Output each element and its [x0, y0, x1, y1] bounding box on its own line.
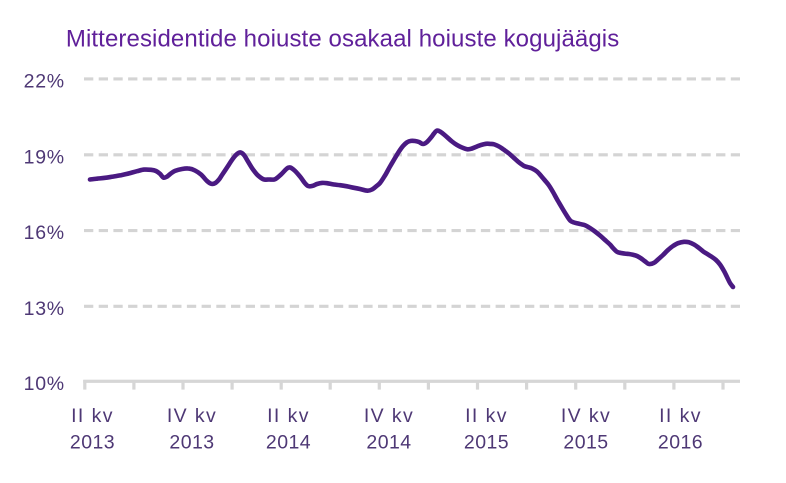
svg-text:10%: 10%	[24, 373, 65, 395]
svg-text:II kv: II kv	[71, 405, 114, 427]
svg-text:19%: 19%	[24, 146, 65, 168]
svg-text:II kv: II kv	[659, 405, 702, 427]
svg-text:IV kv: IV kv	[364, 405, 414, 427]
svg-text:16%: 16%	[24, 222, 65, 244]
svg-text:2014: 2014	[366, 431, 411, 453]
svg-text:II kv: II kv	[267, 405, 310, 427]
svg-text:IV kv: IV kv	[167, 405, 217, 427]
svg-text:2016: 2016	[658, 431, 703, 453]
svg-text:Mitteresidentide hoiuste osaka: Mitteresidentide hoiuste osakaal hoiuste…	[66, 25, 619, 52]
svg-text:IV kv: IV kv	[561, 405, 611, 427]
svg-text:13%: 13%	[24, 298, 65, 320]
svg-text:22%: 22%	[24, 70, 65, 92]
svg-text:2013: 2013	[70, 431, 115, 453]
svg-text:II kv: II kv	[465, 405, 508, 427]
svg-text:2014: 2014	[266, 431, 311, 453]
svg-text:2015: 2015	[464, 431, 509, 453]
svg-text:2015: 2015	[563, 431, 608, 453]
svg-text:2013: 2013	[169, 431, 214, 453]
